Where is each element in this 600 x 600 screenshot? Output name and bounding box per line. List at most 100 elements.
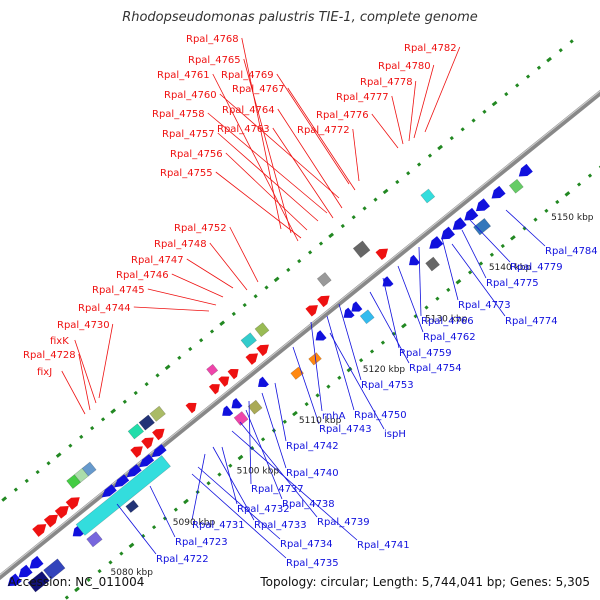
bottom-gene-label: Rpal_4742 [286,441,339,452]
scale-dot-top [471,118,476,123]
scale-label: 5130 kbp [425,315,468,325]
bottom-gene-label: Rpal_4722 [156,554,209,565]
top-leader-line [229,226,259,283]
forward-gene-block [66,474,81,489]
scale-dot-top [46,461,51,466]
top-gene-label: Rpal_4748 [154,239,207,250]
forward-gene-arrow [152,428,165,441]
scale-dot-top [209,329,215,334]
reverse-gene-arrow [222,405,234,416]
reverse-gene-block [473,218,492,236]
reverse-gene-arrow [101,484,117,498]
genome-backbone-highlight [0,90,600,576]
top-leader-line [219,93,340,199]
bottom-leader-line [261,392,287,469]
top-gene-label: Rpal_4760 [164,90,217,101]
top-gene-label: fixK [50,336,69,347]
bottom-gene-label: Rpal_4775 [486,278,539,289]
scale-dot-bottom [282,419,287,424]
scale-labels: 5080 kbp 5090 kbp 5100 kbp 5110 kbp 5120 kbp… [111,213,594,578]
scale-dot-bottom [467,270,473,275]
scale-dot-top [155,373,160,378]
scale-dot-bottom [151,525,157,530]
scale-label: 5140 kbp [489,263,532,273]
forward-gene-block [138,414,155,431]
scale-dot-top [569,39,574,44]
scale-dot-bottom [217,472,222,477]
reverse-gene-block [247,399,263,415]
scale-label: 5080 kbp [111,568,154,578]
reverse-gene-arrow [491,185,506,199]
scale-dot-top [24,478,29,483]
reverse-gene-arrow [429,236,444,249]
scale-dot-bottom [346,366,353,373]
scale-dot-bottom [500,243,505,249]
reverse-gene-arrow [126,464,142,478]
scale-dot-top [406,171,411,176]
reverse-gene-arrow [464,207,479,221]
top-leader-line [78,353,91,411]
scale-dot-top [231,311,236,316]
reverse-gene-block [125,499,139,513]
bottom-leader-line [338,303,362,381]
top-gene-label: Rpal_4755 [160,168,213,179]
scale-dot-top [68,443,73,448]
bottom-gene-label: Rpal_4766 [421,316,474,327]
scale-dot-bottom [183,498,189,505]
genome-summary: Topology: circular; Length: 5,744,041 bp… [260,575,590,589]
bottom-gene-label: Rpal_4739 [317,517,370,528]
top-gene-label: Rpal_4778 [360,77,413,88]
scale-dot-bottom [380,340,386,345]
scale-dot-bottom [510,235,516,241]
top-gene-label: fixJ [37,367,52,378]
reverse-gene-arrow [518,163,533,177]
scale-dot-bottom [576,182,582,187]
bottom-leader-line [248,400,252,485]
bottom-leader-line [451,243,506,317]
scale-dot-bottom [74,586,80,593]
scale-dot-top [1,496,8,502]
reverse-gene-block [425,256,440,272]
forward-gene-arrow [375,248,389,261]
reverse-gene-block [508,178,524,194]
scale-dot-bottom [292,410,298,417]
scale-ticks [1,39,600,600]
top-gene-label: Rpal_4782 [404,43,457,54]
scale-label: 5150 kbp [551,213,594,223]
scale-dot-top [491,100,498,107]
scale-dot-top [55,452,62,458]
gene-labels: Rpal_4768 Rpal_4765 Rpal_4761 Rpal_4769 Rpal… [23,34,598,569]
top-leader-line [133,306,210,312]
bottom-leader-line [397,265,424,333]
map-title: Rhodopseudomonas palustris TIE-1, comple… [122,10,478,25]
bottom-leader-line [239,421,318,518]
scale-dot-bottom [97,569,102,574]
top-leader-line [98,323,114,399]
forward-gene-arrow [185,402,197,414]
scale-dot-top [273,276,280,283]
forward-gene-arrow [208,384,220,395]
forward-gene-block [206,363,219,376]
top-leader-line [371,113,399,149]
bottom-gene-label: Rpal_4753 [361,380,414,391]
top-leader-line [243,58,292,234]
scale-dot-bottom [533,217,538,222]
top-leader-line [61,370,86,415]
top-gene-label: Rpal_4765 [188,55,241,66]
top-leader-line [276,73,350,185]
scale-dot-bottom [237,454,244,461]
bottom-leader-line [191,473,287,559]
forward-gene-arrow [32,524,47,537]
forward-gene-arrow [43,514,58,528]
bottom-leader-line [369,291,410,364]
scale-dot-top [449,135,454,141]
reverse-gene-arrow [258,376,269,387]
scale-dot-bottom [86,577,91,583]
reverse-gene-arrow [343,307,355,318]
bottom-gene-label: Rpal_4750 [354,410,407,421]
reverse-gene-arrow [315,330,327,341]
label-leader-lines [61,37,546,559]
reverse-gene-block [233,411,249,426]
scale-dot-top [504,92,509,97]
top-leader-line [413,64,435,139]
